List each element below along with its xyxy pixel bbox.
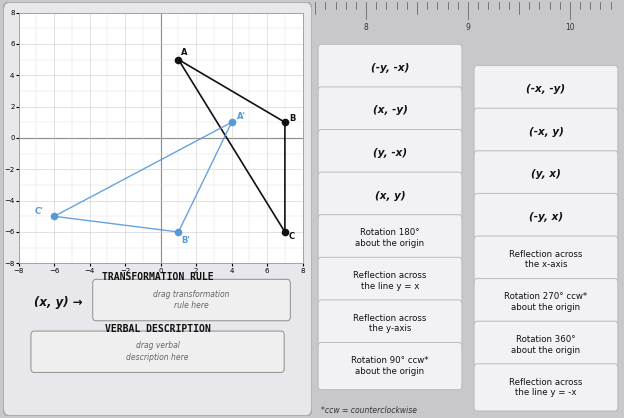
FancyBboxPatch shape	[474, 151, 618, 198]
Text: C: C	[289, 232, 295, 241]
Point	[173, 56, 183, 63]
Text: drag verbal
description here: drag verbal description here	[126, 342, 189, 362]
FancyBboxPatch shape	[3, 2, 312, 416]
FancyBboxPatch shape	[474, 321, 618, 368]
Text: (x, -y): (x, -y)	[373, 105, 407, 115]
Text: C': C'	[35, 206, 44, 216]
FancyBboxPatch shape	[474, 364, 618, 411]
Text: Rotation 180°
about the origin: Rotation 180° about the origin	[356, 228, 424, 248]
FancyBboxPatch shape	[474, 108, 618, 155]
Point	[227, 119, 236, 125]
Text: (-x, -y): (-x, -y)	[527, 84, 565, 94]
Text: 9: 9	[466, 23, 470, 32]
FancyBboxPatch shape	[474, 194, 618, 240]
FancyBboxPatch shape	[31, 331, 284, 372]
Text: drag transformation
rule here: drag transformation rule here	[154, 290, 230, 311]
Text: (-x, y): (-x, y)	[529, 127, 563, 137]
Text: (y, -x): (y, -x)	[373, 148, 407, 158]
Text: (x, y): (x, y)	[375, 191, 406, 201]
Text: Reflection across
the line y = x: Reflection across the line y = x	[353, 271, 427, 291]
FancyBboxPatch shape	[318, 257, 462, 304]
Text: A': A'	[237, 112, 246, 122]
FancyBboxPatch shape	[474, 278, 618, 326]
Text: *ccw = counterclockwise: *ccw = counterclockwise	[321, 406, 417, 415]
Text: (x, y) →: (x, y) →	[34, 296, 83, 308]
Text: (-y, x): (-y, x)	[529, 212, 563, 222]
Text: B: B	[289, 114, 295, 123]
Point	[280, 119, 290, 125]
Text: A: A	[181, 48, 188, 57]
FancyBboxPatch shape	[93, 279, 290, 321]
FancyBboxPatch shape	[318, 342, 462, 390]
Text: (-y, -x): (-y, -x)	[371, 63, 409, 73]
FancyBboxPatch shape	[318, 215, 462, 262]
Text: 10: 10	[565, 23, 575, 32]
FancyBboxPatch shape	[474, 66, 618, 113]
Text: (y, x): (y, x)	[531, 169, 561, 179]
FancyBboxPatch shape	[318, 87, 462, 134]
FancyBboxPatch shape	[318, 44, 462, 92]
FancyBboxPatch shape	[318, 130, 462, 177]
Text: Reflection across
the x-axis: Reflection across the x-axis	[509, 250, 583, 270]
Text: B': B'	[181, 236, 190, 245]
Point	[173, 229, 183, 235]
FancyBboxPatch shape	[318, 172, 462, 219]
Text: TRANSFORMATION RULE: TRANSFORMATION RULE	[102, 272, 213, 282]
Text: VERBAL DESCRIPTION: VERBAL DESCRIPTION	[105, 324, 210, 334]
FancyBboxPatch shape	[474, 236, 618, 283]
Text: Reflection across
the y-axis: Reflection across the y-axis	[353, 314, 427, 333]
Text: Rotation 360°
about the origin: Rotation 360° about the origin	[512, 335, 580, 354]
Point	[49, 213, 59, 220]
Text: Rotation 90° ccw*
about the origin: Rotation 90° ccw* about the origin	[351, 356, 429, 376]
Text: 8: 8	[364, 23, 368, 32]
Text: Rotation 270° ccw*
about the origin: Rotation 270° ccw* about the origin	[504, 292, 588, 312]
FancyBboxPatch shape	[318, 300, 462, 347]
Text: Reflection across
the line y = -x: Reflection across the line y = -x	[509, 377, 583, 397]
Point	[280, 229, 290, 235]
